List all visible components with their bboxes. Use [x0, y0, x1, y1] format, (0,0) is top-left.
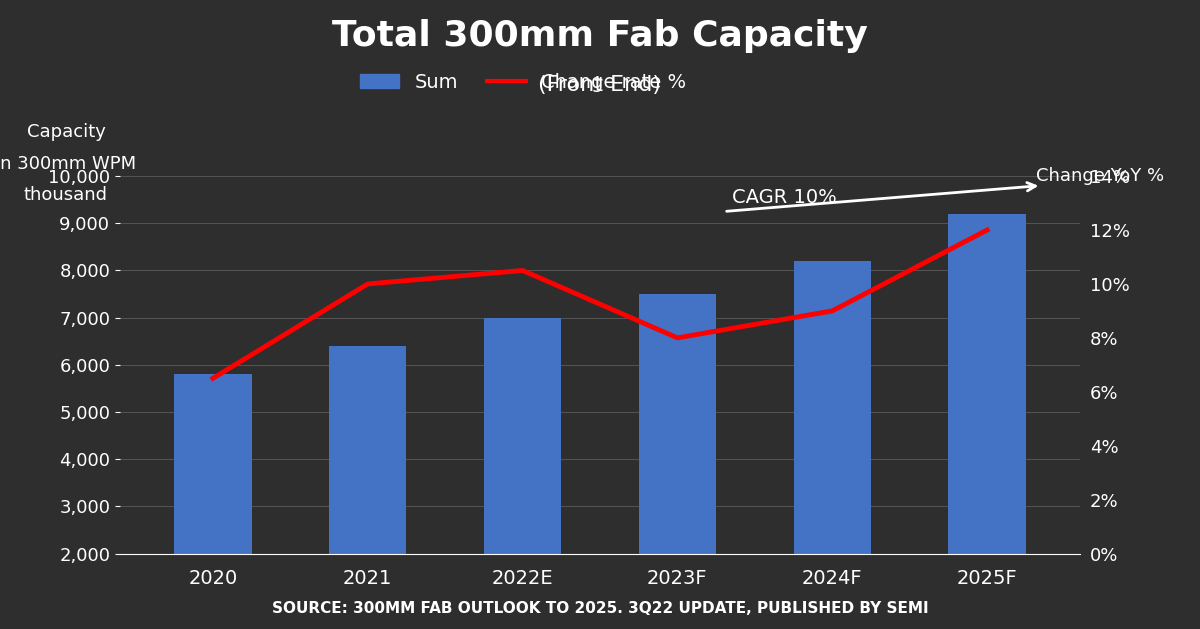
Change rate %	[515, 267, 529, 274]
Change rate %	[826, 307, 840, 314]
Legend: Sum, Change rate %: Sum, Change rate %	[352, 65, 695, 99]
Text: Change YoY %: Change YoY %	[1036, 167, 1164, 185]
Change rate %	[671, 334, 685, 342]
Text: (Front End): (Front End)	[539, 75, 661, 96]
Bar	[484, 318, 562, 629]
Bar	[948, 214, 1026, 629]
Text: CAGR 10%: CAGR 10%	[732, 188, 836, 207]
Bar	[329, 346, 407, 629]
Change rate %	[980, 226, 995, 234]
Bar	[793, 261, 871, 629]
Bar	[174, 374, 252, 629]
Text: in 300mm WPM: in 300mm WPM	[0, 155, 137, 172]
Text: Total 300mm Fab Capacity: Total 300mm Fab Capacity	[332, 19, 868, 53]
Bar	[638, 294, 716, 629]
Change rate %	[205, 374, 220, 382]
Change rate %	[360, 280, 374, 287]
Line: Change rate %: Change rate %	[212, 230, 988, 378]
Text: Capacity: Capacity	[26, 123, 106, 141]
Text: thousand: thousand	[24, 186, 108, 204]
Text: SOURCE: 300MM FAB OUTLOOK TO 2025. 3Q22 UPDATE, PUBLISHED BY SEMI: SOURCE: 300MM FAB OUTLOOK TO 2025. 3Q22 …	[271, 601, 929, 616]
